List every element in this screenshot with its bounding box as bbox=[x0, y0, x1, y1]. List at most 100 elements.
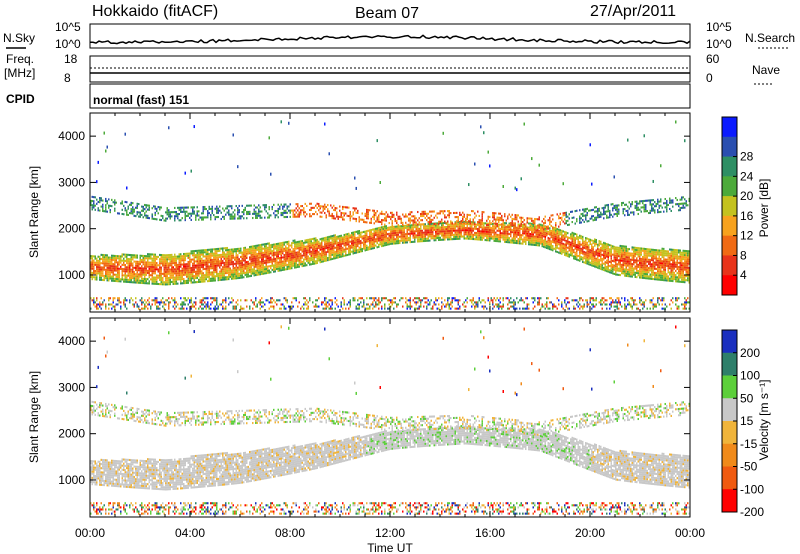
range-cell bbox=[279, 246, 281, 249]
range-cell bbox=[420, 238, 422, 241]
range-cell bbox=[102, 205, 104, 208]
range-cell bbox=[244, 261, 246, 264]
range-cell bbox=[424, 233, 426, 236]
range-cell bbox=[244, 248, 246, 251]
range-cell bbox=[93, 200, 95, 203]
range-cell bbox=[481, 299, 483, 302]
range-cell bbox=[117, 257, 119, 260]
range-cell bbox=[534, 228, 536, 231]
range-cell bbox=[144, 212, 146, 215]
range-cell bbox=[379, 228, 381, 231]
range-cell bbox=[165, 303, 167, 306]
range-cell bbox=[420, 215, 422, 218]
range-cell bbox=[241, 268, 243, 271]
range-cell bbox=[393, 234, 395, 237]
range-cell bbox=[148, 301, 150, 304]
range-cell bbox=[166, 264, 168, 267]
range-cell bbox=[105, 307, 107, 310]
range-cell bbox=[478, 234, 480, 237]
range-cell bbox=[235, 256, 237, 259]
range-cell bbox=[516, 297, 518, 300]
range-cell bbox=[213, 262, 215, 265]
range-cell bbox=[133, 281, 135, 284]
range-cell bbox=[118, 269, 120, 272]
range-cell bbox=[235, 307, 237, 310]
range-cell bbox=[486, 237, 488, 240]
range-cell bbox=[145, 210, 147, 213]
range-cell bbox=[142, 267, 144, 270]
range-cell bbox=[304, 303, 306, 306]
range-cell bbox=[352, 241, 354, 245]
range-cell bbox=[180, 271, 182, 275]
range-cell bbox=[117, 271, 119, 274]
range-cell bbox=[442, 228, 444, 231]
range-cell bbox=[486, 239, 488, 242]
range-cell bbox=[240, 260, 242, 263]
range-cell bbox=[120, 280, 122, 283]
range-cell bbox=[532, 235, 534, 238]
range-cell bbox=[217, 249, 219, 253]
range-cell bbox=[349, 253, 351, 256]
range-cell bbox=[228, 273, 230, 276]
range-cell bbox=[207, 253, 209, 256]
range-cell bbox=[282, 266, 284, 269]
range-cell bbox=[415, 217, 417, 220]
range-cell bbox=[156, 305, 158, 308]
range-cell bbox=[160, 218, 162, 222]
range-cell bbox=[526, 238, 528, 242]
range-cell bbox=[357, 307, 359, 310]
range-cell bbox=[259, 266, 261, 270]
range-cell bbox=[288, 253, 290, 256]
range-cell bbox=[102, 303, 104, 306]
range-cell bbox=[216, 268, 218, 271]
range-cell bbox=[513, 305, 515, 308]
range-cell bbox=[270, 260, 272, 263]
range-cell bbox=[357, 230, 359, 233]
range-cell bbox=[300, 205, 302, 208]
range-cell bbox=[301, 254, 303, 257]
range-cell bbox=[396, 233, 398, 236]
range-cell bbox=[186, 210, 188, 213]
range-cell bbox=[184, 263, 186, 266]
range-cell bbox=[456, 222, 458, 225]
range-cell bbox=[241, 261, 243, 264]
range-cell bbox=[363, 303, 365, 306]
range-cell bbox=[204, 255, 206, 258]
range-cell bbox=[198, 272, 200, 275]
range-cell bbox=[490, 235, 492, 238]
range-cell bbox=[460, 231, 462, 234]
range-cell bbox=[99, 266, 101, 269]
range-cell bbox=[330, 256, 332, 259]
range-cell bbox=[532, 219, 534, 222]
range-cell bbox=[532, 237, 534, 240]
range-cell bbox=[496, 229, 498, 232]
range-cell bbox=[103, 260, 105, 263]
range-cell bbox=[544, 240, 546, 243]
range-cell bbox=[438, 222, 440, 225]
range-cell bbox=[168, 281, 170, 284]
range-cell bbox=[375, 244, 377, 247]
range-cell bbox=[274, 247, 276, 250]
range-cell bbox=[424, 237, 426, 240]
range-cell bbox=[307, 251, 309, 254]
range-cell bbox=[243, 211, 245, 214]
range-cell bbox=[435, 224, 437, 227]
range-cell bbox=[310, 250, 312, 253]
range-cell bbox=[253, 204, 255, 207]
range-cell bbox=[181, 257, 183, 260]
range-cell bbox=[144, 282, 146, 285]
range-cell bbox=[427, 237, 429, 240]
range-cell bbox=[403, 241, 405, 244]
range-cell bbox=[289, 248, 291, 251]
range-cell bbox=[379, 237, 381, 240]
range-cell bbox=[192, 268, 194, 272]
range-cell bbox=[297, 259, 299, 262]
range-cell bbox=[379, 235, 381, 238]
range-cell bbox=[243, 257, 245, 260]
range-cell bbox=[172, 272, 174, 275]
range-cell bbox=[352, 250, 354, 253]
range-cell bbox=[267, 250, 269, 254]
range-cell bbox=[439, 222, 441, 225]
range-cell bbox=[315, 241, 317, 244]
range-cell bbox=[160, 276, 162, 279]
